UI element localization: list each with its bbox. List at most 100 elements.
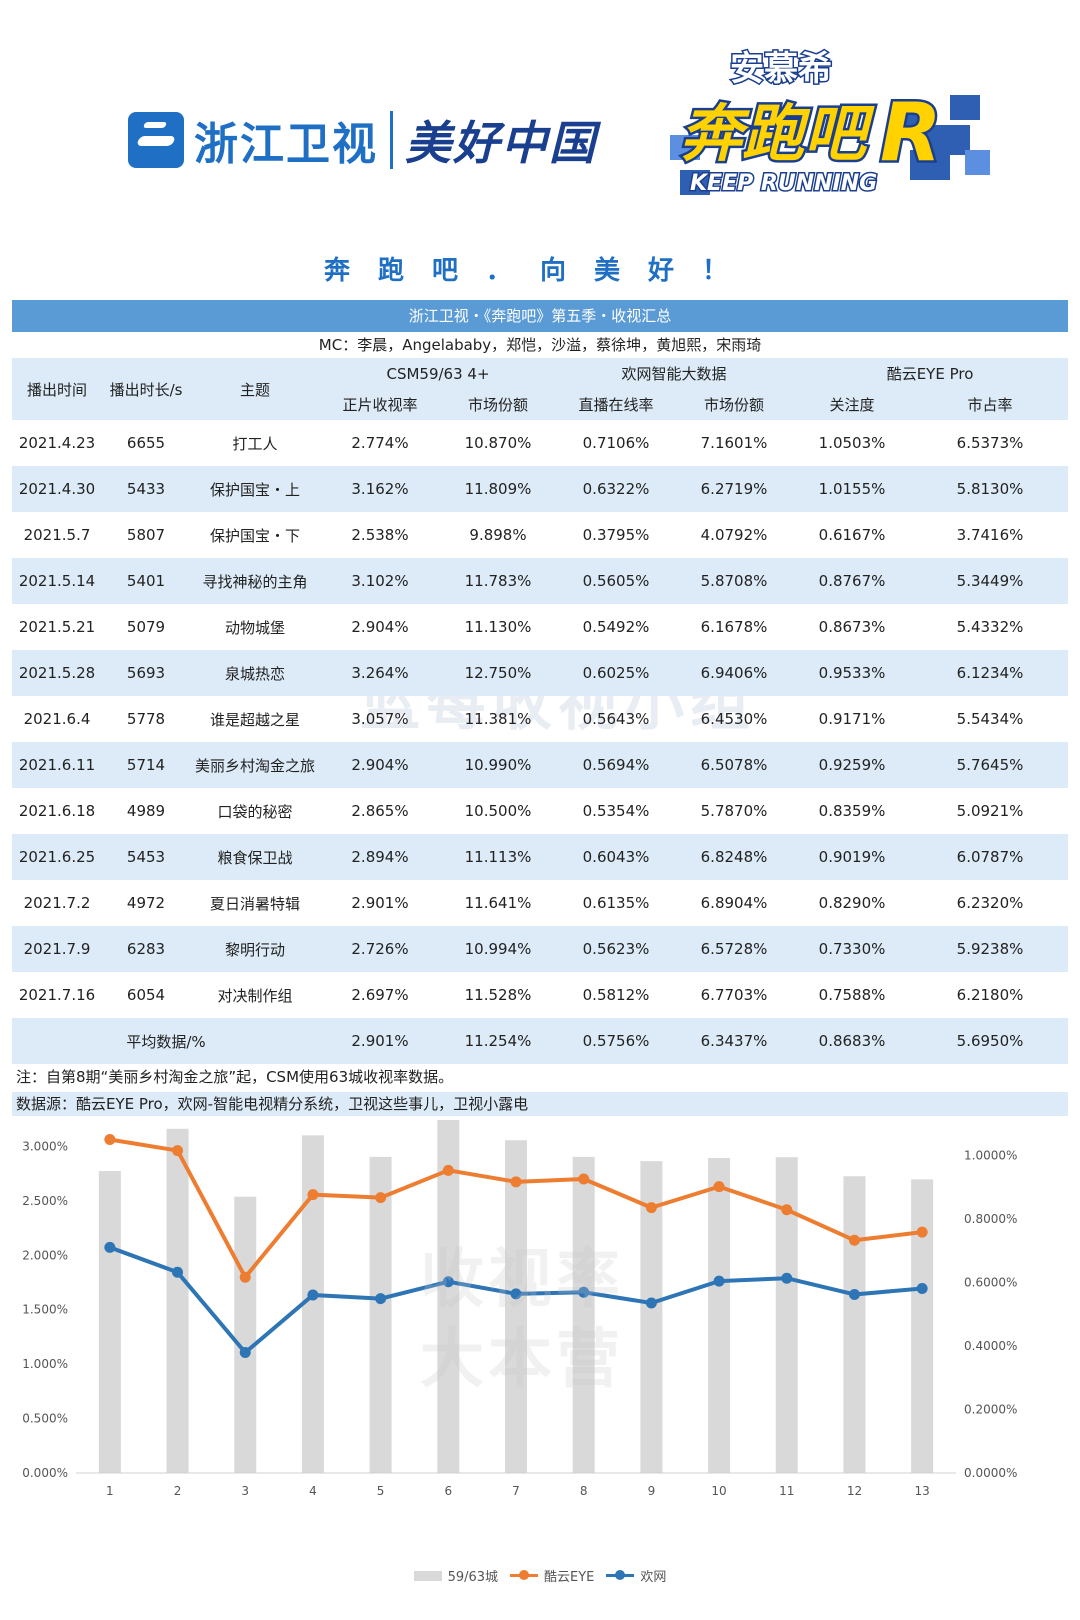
series-2-point-5 [375, 1293, 387, 1305]
legend-item: 欢网 [606, 1566, 666, 1585]
cell-huan-online: 0.6135% [582, 894, 650, 912]
cell-theme: 口袋的秘密 [217, 802, 293, 821]
cell-huan-share: 6.4530% [700, 710, 768, 728]
cell-huan-online: 0.7106% [582, 434, 650, 452]
cell-huan-share: 5.8708% [676, 558, 793, 604]
cell-huan-share: 6.8248% [676, 834, 793, 880]
legend-dot [615, 1570, 626, 1580]
header-theme: 主题 [190, 358, 320, 420]
cell-csm-share: 9.898% [469, 526, 527, 544]
bar-11 [775, 1157, 798, 1473]
cell-huan-share: 6.2719% [676, 466, 793, 512]
cell-csm-share: 11.528% [464, 986, 532, 1004]
chart-watermark-line1: 收视率 [420, 1243, 624, 1317]
cell-huan-share: 6.7703% [700, 986, 768, 1004]
average-csm-share: 11.254% [440, 1018, 557, 1064]
cell-air-date: 2021.7.16 [18, 986, 96, 1004]
series-2-point-3 [239, 1347, 251, 1359]
x-tick: 6 [444, 1484, 452, 1498]
cell-air-date: 2021.6.4 [23, 710, 91, 728]
series-2-point-2 [172, 1266, 184, 1278]
y-right-tick: 0.8000% [964, 1212, 1017, 1226]
table-row: 2021.4.23 6655 打工人 2.774% 10.870% 0.7106% 7.16… [12, 420, 1068, 466]
series-2-point-11 [781, 1272, 793, 1284]
cell-theme: 对决制作组 [217, 986, 293, 1005]
chart-legend: 59/63城 酷云EYE 欢网 [0, 1566, 1080, 1585]
bar-1 [98, 1171, 121, 1473]
cell-duration: 5807 [126, 526, 166, 544]
series-2-point-4 [307, 1289, 319, 1301]
cell-kuyun-attention: 0.8359% [818, 802, 886, 820]
cell-theme: 美丽乡村淘金之旅 [190, 742, 320, 788]
cell-csm-share: 10.870% [464, 434, 532, 452]
y-right-tick: 1.0000% [964, 1149, 1017, 1163]
cell-csm-rating: 2.865% [351, 802, 409, 820]
ratings-table: 播出时间 播出时长/s 主题 CSM59/63 4+ 欢网智能大数据 酷云EYE… [12, 358, 1069, 1064]
cell-kuyun-share: 6.0787% [912, 834, 1069, 880]
cell-kuyun-share: 5.0921% [956, 802, 1024, 820]
cell-air-date: 2021.6.11 [12, 742, 102, 788]
cell-huan-online: 0.5643% [582, 710, 650, 728]
cell-duration: 5079 [126, 618, 166, 636]
subheader-csm-rating: 正片收视率 [320, 389, 440, 420]
header-air-date: 播出时间 [12, 358, 102, 420]
cell-huan-online: 0.5492% [582, 618, 650, 636]
cell-kuyun-attention: 0.8673% [818, 618, 886, 636]
show-r-glyph: R [880, 86, 942, 179]
average-row: 平均数据/% 2.901% 11.254% 0.5756% 6.3437% 0.8683%… [12, 1018, 1069, 1064]
legend-bar-swatch [413, 1570, 442, 1581]
cell-air-date: 2021.5.14 [12, 558, 102, 604]
series-1-point-5 [375, 1192, 387, 1204]
legend-line-swatch [606, 1570, 635, 1580]
cell-csm-rating: 2.538% [351, 526, 409, 544]
series-2-point-9 [645, 1297, 657, 1309]
cell-kuyun-share: 5.7645% [912, 742, 1069, 788]
table-row: 2021.5.28 5693 泉城热恋 3.264% 12.750% 0.6025% 6.9… [12, 650, 1069, 696]
cell-csm-share: 12.750% [440, 650, 557, 696]
header-huan: 欢网智能大数据 [556, 358, 793, 389]
cell-csm-share: 10.990% [440, 742, 557, 788]
show-name-en: KEEP RUNNING [690, 171, 877, 196]
chart-watermark-line2: 大本营 [420, 1323, 624, 1397]
ratings-chart: 0.000% 0.500% 1.000% 1.500% 2.000% 2.500% 3.00… [22, 1120, 1017, 1498]
cell-huan-share: 6.5728% [676, 926, 793, 972]
cell-huan-online: 0.6025% [556, 650, 677, 696]
bar-7 [505, 1140, 527, 1473]
average-huan-online: 0.5756% [556, 1018, 677, 1064]
cell-theme: 粮食保卫战 [190, 834, 320, 880]
series-1-point-12 [848, 1234, 860, 1246]
bar-2 [166, 1128, 189, 1473]
subheader-kuyun-attention: 关注度 [792, 389, 913, 420]
table-row: 2021.7.2 4972 夏日消暑特辑 2.901% 11.641% 0.6135% 6.… [12, 880, 1068, 926]
cell-csm-rating: 2.901% [351, 894, 409, 912]
cell-air-date: 2021.5.28 [12, 650, 102, 696]
cell-duration: 4989 [126, 802, 166, 820]
cell-csm-rating: 2.697% [351, 986, 409, 1004]
cell-huan-online: 0.5605% [556, 558, 677, 604]
cell-kuyun-attention: 0.8767% [792, 558, 913, 604]
cell-theme: 打工人 [232, 434, 278, 453]
table-note: 注：自第8期“美丽乡村淘金之旅”起，CSM使用63城收视率数据。 [16, 1068, 454, 1086]
header-duration: 播出时长/s [102, 358, 190, 420]
cell-csm-rating: 3.057% [351, 710, 409, 728]
series-1-point-10 [713, 1181, 725, 1193]
series-1-point-7 [510, 1176, 522, 1188]
mc-list: MC：李晨，Angelababy，郑恺，沙溢，蔡徐坤，黄旭熙，宋雨琦 [318, 336, 762, 354]
cell-air-date: 2021.5.21 [18, 618, 96, 636]
cell-csm-share: 11.809% [440, 466, 557, 512]
bar-12 [843, 1176, 866, 1473]
legend-label: 59/63城 [447, 1570, 499, 1585]
x-tick: 5 [377, 1484, 385, 1498]
subheader-csm-share: 市场份额 [440, 389, 557, 420]
bar-4 [301, 1135, 324, 1473]
cell-theme: 黎明行动 [190, 926, 320, 972]
cell-duration: 6283 [102, 926, 190, 972]
y-left-tick: 1.500% [22, 1303, 68, 1317]
legend-label: 欢网 [640, 1570, 667, 1585]
cell-theme: 寻找神秘的主角 [190, 558, 320, 604]
cell-csm-share: 10.994% [440, 926, 557, 972]
cell-csm-share: 11.641% [464, 894, 532, 912]
cell-theme: 动物城堡 [224, 618, 285, 637]
cell-huan-online: 0.5694% [556, 742, 677, 788]
x-tick: 3 [241, 1484, 249, 1498]
